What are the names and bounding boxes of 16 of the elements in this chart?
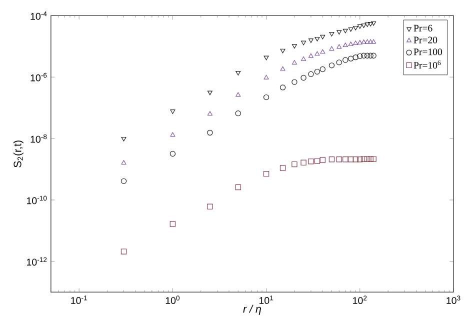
x-tick-label: 10$^{1}$ xyxy=(259,296,274,304)
legend-label: Pr=20 xyxy=(414,36,438,44)
legend-label: Pr=100 xyxy=(414,48,442,56)
y-axis-title: S$_{2}$(r,t) xyxy=(13,140,24,168)
x-axis-title: r / η xyxy=(243,305,261,316)
x-tick-label: 10$^{2}$ xyxy=(353,296,367,304)
legend-label: Pr=6 xyxy=(414,25,432,32)
y-tick-label: 10$^{-6}$ xyxy=(30,73,47,82)
x-tick-label: 10$^{-1}$ xyxy=(71,296,87,304)
x-tick-label: 10$^{3}$ xyxy=(446,296,460,304)
y-tick-label: 10$^{-10}$ xyxy=(26,196,47,204)
y-tick-label: 10$^{-12}$ xyxy=(26,257,47,266)
y-tick-label: 10$^{-4}$ xyxy=(30,12,47,20)
x-tick-label: 10$^{0}$ xyxy=(166,296,180,304)
y-tick-label: 10$^{-8}$ xyxy=(30,134,47,143)
legend-label: Pr=10$^{6}$ xyxy=(414,60,441,69)
